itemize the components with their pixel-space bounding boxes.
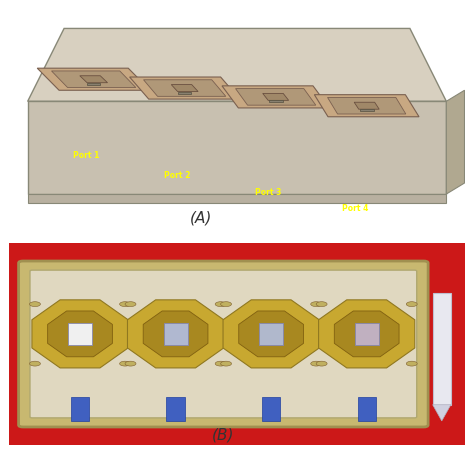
Bar: [164, 324, 188, 345]
Circle shape: [215, 361, 226, 366]
Bar: [262, 397, 280, 421]
Polygon shape: [263, 94, 289, 101]
Text: Port 1: Port 1: [73, 151, 100, 160]
Polygon shape: [433, 405, 451, 421]
Polygon shape: [27, 29, 447, 102]
Circle shape: [29, 361, 40, 366]
Polygon shape: [52, 72, 136, 88]
Polygon shape: [236, 90, 316, 106]
Circle shape: [215, 302, 226, 307]
Text: (A): (A): [190, 211, 212, 225]
Polygon shape: [334, 311, 399, 357]
Polygon shape: [144, 81, 226, 97]
Polygon shape: [128, 300, 224, 368]
Polygon shape: [27, 195, 447, 203]
Polygon shape: [27, 102, 447, 195]
Circle shape: [125, 361, 136, 366]
Text: (B): (B): [212, 426, 235, 441]
Circle shape: [125, 302, 136, 307]
Circle shape: [311, 361, 322, 366]
Text: Port 4: Port 4: [342, 203, 368, 213]
Polygon shape: [354, 103, 379, 110]
Circle shape: [406, 361, 417, 366]
Polygon shape: [314, 95, 419, 118]
Bar: [68, 324, 92, 345]
Bar: [259, 324, 283, 345]
Bar: [433, 294, 451, 405]
Polygon shape: [32, 300, 128, 368]
Circle shape: [316, 302, 327, 307]
Polygon shape: [178, 92, 191, 94]
Bar: [164, 324, 188, 345]
Polygon shape: [319, 300, 415, 368]
Polygon shape: [222, 87, 329, 109]
Circle shape: [316, 361, 327, 366]
Polygon shape: [143, 311, 208, 357]
Polygon shape: [269, 101, 283, 103]
Polygon shape: [129, 78, 240, 100]
Polygon shape: [48, 311, 112, 357]
Circle shape: [406, 302, 417, 307]
Circle shape: [119, 361, 130, 366]
Polygon shape: [171, 85, 198, 92]
Circle shape: [311, 302, 322, 307]
Circle shape: [220, 302, 231, 307]
Text: Port 2: Port 2: [164, 170, 191, 179]
Bar: [355, 324, 379, 345]
FancyBboxPatch shape: [18, 262, 428, 427]
Polygon shape: [328, 98, 406, 115]
Polygon shape: [239, 311, 303, 357]
Polygon shape: [223, 300, 319, 368]
Bar: [166, 397, 185, 421]
Bar: [259, 324, 283, 345]
Bar: [68, 324, 92, 345]
Bar: [71, 397, 89, 421]
Polygon shape: [87, 84, 100, 85]
Polygon shape: [37, 69, 150, 91]
Circle shape: [29, 302, 40, 307]
Circle shape: [119, 302, 130, 307]
Circle shape: [220, 361, 231, 366]
Polygon shape: [80, 77, 108, 84]
Polygon shape: [360, 110, 374, 112]
Bar: [355, 324, 379, 345]
FancyBboxPatch shape: [30, 270, 417, 418]
Bar: [357, 397, 376, 421]
Text: Port 3: Port 3: [255, 188, 282, 197]
Polygon shape: [447, 91, 465, 195]
